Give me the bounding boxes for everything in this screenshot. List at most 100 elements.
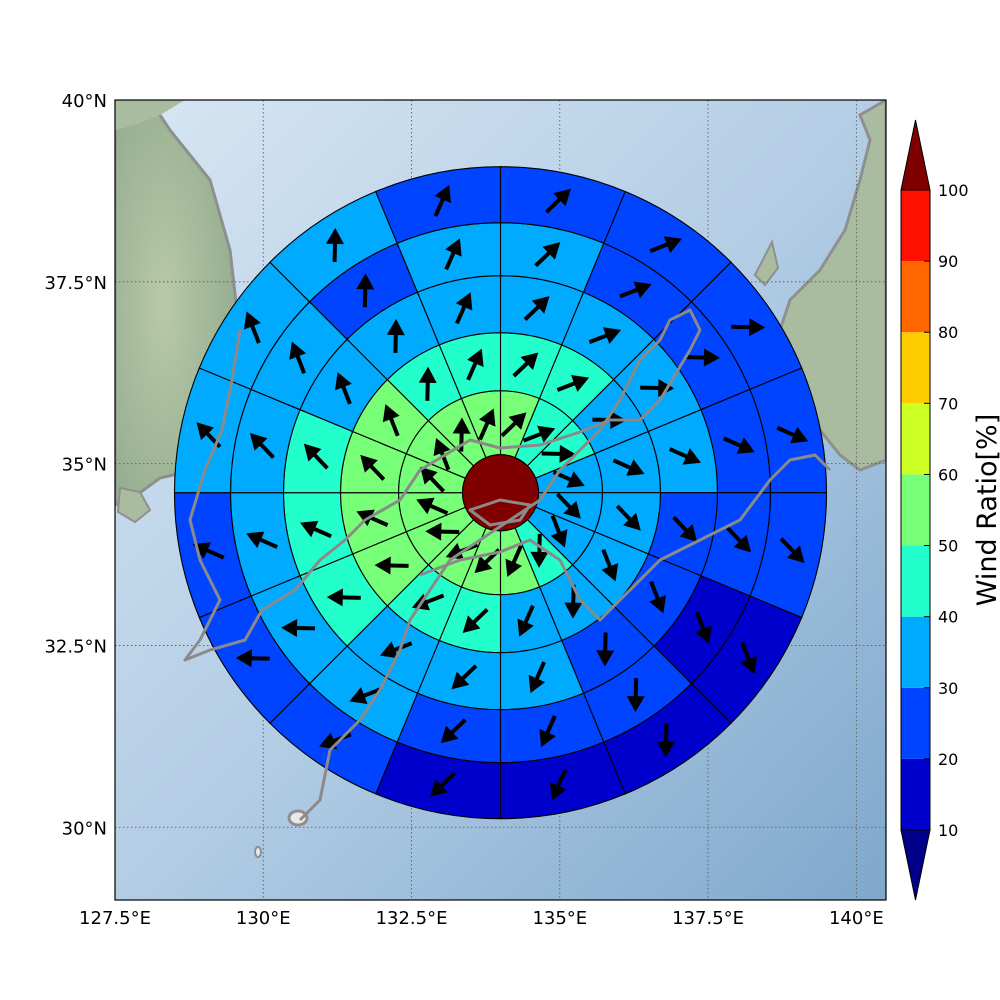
wind-arrow bbox=[418, 366, 437, 401]
wind-arrow bbox=[433, 184, 452, 217]
wind-arrow bbox=[649, 580, 666, 614]
wind-arrow bbox=[534, 242, 561, 268]
wind-arrow bbox=[556, 375, 590, 392]
colorbar-segment bbox=[901, 261, 930, 333]
wind-arrow bbox=[433, 437, 451, 471]
wind-arrow bbox=[726, 526, 752, 553]
wind-arrow bbox=[550, 515, 568, 548]
noto-peninsula bbox=[753, 239, 780, 287]
colorbar-segment bbox=[901, 758, 930, 830]
wind-arrow bbox=[349, 687, 382, 704]
lat-tick-label: 30°N bbox=[62, 818, 107, 839]
wind-arrow bbox=[466, 348, 484, 381]
colorbar-tick-label: 20 bbox=[938, 750, 958, 769]
wind-arrow bbox=[462, 608, 489, 633]
lat-tick-label: 32.5°N bbox=[44, 636, 107, 657]
colorbar-segment bbox=[901, 545, 930, 617]
wind-arrow bbox=[672, 515, 698, 542]
colorbar-frame bbox=[900, 189, 931, 831]
lat-tick-label: 35°N bbox=[62, 455, 107, 476]
wind-arrow bbox=[444, 238, 462, 271]
center-cell bbox=[461, 454, 540, 532]
wind-arrow bbox=[657, 723, 676, 758]
wind-arrow bbox=[249, 432, 275, 459]
wind-arrow bbox=[517, 604, 535, 637]
japan-coastline bbox=[183, 308, 832, 822]
wind-arrow bbox=[612, 458, 645, 476]
wind-arrow bbox=[326, 588, 361, 607]
lat-tick-label: 37.5°N bbox=[44, 273, 107, 294]
lon-tick-label: 127.5°E bbox=[79, 908, 151, 929]
colorbar-segment bbox=[901, 332, 930, 404]
wind-arrow bbox=[615, 504, 641, 531]
tsushima-island bbox=[116, 486, 152, 524]
wind-arrow bbox=[243, 311, 261, 344]
colorbar-under-triangle bbox=[900, 829, 931, 901]
colorbar-tick-label: 30 bbox=[938, 679, 958, 698]
wind-arrow bbox=[549, 768, 568, 801]
wind-arrow bbox=[440, 718, 467, 744]
colorbar-tick-label: 70 bbox=[938, 394, 958, 413]
wind-arrow bbox=[451, 664, 478, 690]
wind-arrow bbox=[528, 661, 546, 694]
wind-arrow bbox=[541, 444, 576, 463]
wind-arrow bbox=[374, 556, 409, 575]
wind-arrow bbox=[289, 341, 307, 375]
colorbar-tick-label: 50 bbox=[938, 537, 958, 556]
wind-arrow bbox=[512, 352, 539, 378]
wind-arrow bbox=[386, 318, 405, 354]
wind-arrow bbox=[601, 548, 619, 582]
wind-arrow bbox=[455, 292, 473, 325]
wind-arrow bbox=[779, 537, 805, 564]
wind-arrow bbox=[649, 236, 682, 253]
wind-arrow bbox=[544, 188, 571, 214]
colorbar-segment bbox=[901, 190, 930, 262]
wind-arrow bbox=[539, 715, 557, 748]
wind-arrow bbox=[382, 404, 400, 437]
colorbar: 10 20 30 40 50 60 70 80 90 100 bbox=[900, 119, 969, 901]
lon-tick-label: 140°E bbox=[829, 908, 884, 929]
colorbar-segment bbox=[901, 687, 930, 759]
wind-arrow bbox=[235, 649, 270, 668]
wind-arrow bbox=[694, 611, 712, 644]
colorbar-tick-label: 10 bbox=[938, 821, 958, 840]
colorbar-label: Wind Ratio[%] bbox=[972, 414, 1000, 606]
honshu-landmass bbox=[778, 100, 886, 472]
colorbar-over-triangle bbox=[900, 119, 931, 191]
colorbar-segment bbox=[901, 616, 930, 688]
colorbar-tick-label: 80 bbox=[938, 323, 958, 342]
wind-arrow bbox=[500, 412, 527, 438]
wind-arrow bbox=[300, 520, 332, 539]
wind-arrow bbox=[588, 327, 622, 345]
wind-arrow bbox=[722, 436, 755, 454]
wind-arrow bbox=[430, 771, 457, 797]
wind-arrow bbox=[420, 466, 446, 493]
north-landmass bbox=[115, 100, 185, 130]
wind-arrow bbox=[596, 632, 615, 667]
colorbar-tick-label: 60 bbox=[938, 465, 958, 484]
longitude-tick-labels: 127.5°E 130°E 132.5°E 135°E 137.5°E 140°E bbox=[79, 908, 884, 929]
colorbar-tick-label: 90 bbox=[938, 252, 958, 271]
wind-arrow bbox=[685, 348, 720, 367]
wind-arrow bbox=[522, 425, 556, 443]
lon-tick-label: 132.5°E bbox=[376, 908, 448, 929]
wind-arrow bbox=[776, 425, 809, 444]
islet bbox=[254, 846, 262, 858]
wind-arrow bbox=[523, 296, 550, 322]
wind-arrow bbox=[356, 273, 375, 308]
wind-rose bbox=[173, 166, 828, 820]
wind-arrow bbox=[360, 454, 386, 481]
wind-arrow bbox=[505, 545, 523, 577]
wind-arrow bbox=[416, 497, 449, 516]
wind-arrow bbox=[478, 408, 496, 441]
wind-arrow bbox=[335, 372, 352, 405]
colorbar-tick-label: 40 bbox=[938, 608, 958, 627]
lon-tick-label: 137.5°E bbox=[672, 908, 744, 929]
wind-ratio-cell bbox=[375, 166, 502, 244]
latitude-tick-labels: 40°N 37.5°N 35°N 32.5°N 30°N bbox=[44, 91, 107, 839]
colorbar-segment bbox=[901, 403, 930, 475]
colorbar-segment bbox=[901, 474, 930, 546]
wind-arrow bbox=[425, 522, 460, 541]
wind-arrow bbox=[452, 417, 471, 452]
